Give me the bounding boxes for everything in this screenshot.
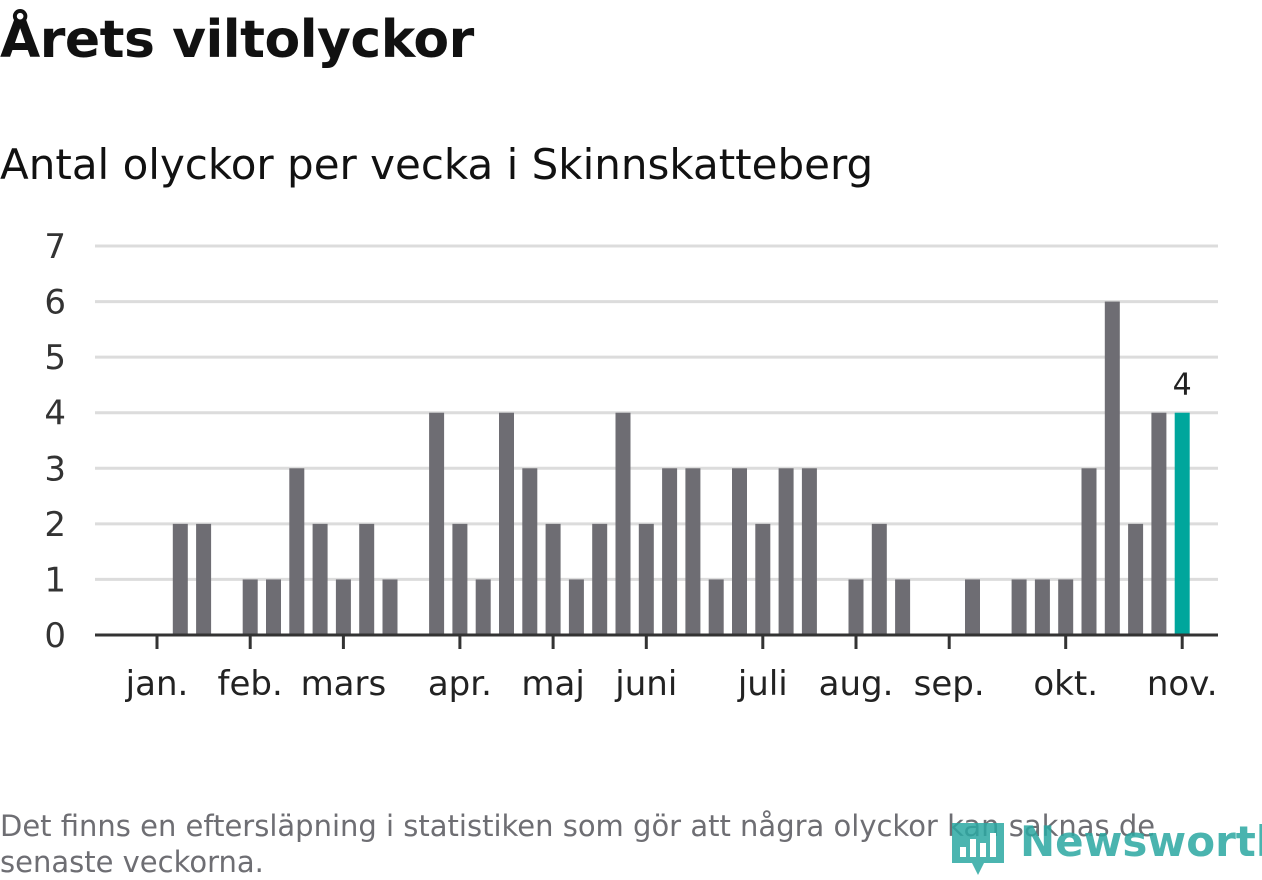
bar-week-7 — [289, 468, 305, 635]
data-labels: 4 — [1173, 368, 1192, 403]
y-tick-label-5: 5 — [44, 338, 66, 378]
bar-week-21 — [615, 412, 631, 635]
bar-week-9 — [335, 579, 351, 635]
chart-title: Årets viltolyckor — [0, 10, 474, 70]
x-month-label: nov. — [1147, 664, 1218, 704]
bar-week-25 — [708, 579, 724, 635]
bar-week-3 — [196, 523, 212, 635]
x-month-label: jan. — [125, 664, 189, 704]
bar-week-36 — [965, 579, 980, 635]
x-month-label: sep. — [914, 664, 985, 704]
bar-chart-pin-icon — [952, 823, 1004, 875]
bar-week-32 — [871, 523, 887, 635]
x-month-label: juli — [737, 664, 788, 704]
bar-week-41 — [1081, 468, 1097, 635]
bar-week-2 — [172, 523, 188, 635]
bar-week-6 — [266, 579, 281, 635]
bar-week-10 — [359, 523, 375, 635]
bar-week-28 — [778, 468, 794, 635]
x-month-label: okt. — [1033, 664, 1098, 704]
bars — [172, 301, 1190, 635]
bar-week-19 — [568, 579, 584, 635]
y-tick-label-4: 4 — [44, 394, 66, 434]
x-month-label: juni — [614, 664, 677, 704]
bar-week-45 — [1174, 412, 1190, 635]
bar-week-17 — [522, 468, 538, 635]
bar-week-5 — [242, 579, 258, 635]
y-tick-label-2: 2 — [44, 505, 66, 545]
bar-chart: 0 1 2 3 4 5 6 7 jan. feb. mars apr. maj juni juli aug.… — [44, 227, 1218, 704]
x-axis — [95, 633, 1218, 649]
newsworthy-logo: Newsworthy — [948, 815, 1262, 879]
bar-week-14 — [452, 523, 468, 635]
bar-week-11 — [382, 579, 398, 635]
bar-week-40 — [1058, 579, 1074, 635]
y-tick-label-6: 6 — [44, 283, 66, 323]
bar-week-22 — [638, 523, 654, 635]
bar-week-24 — [685, 468, 701, 635]
y-axis-ticks: 0 1 2 3 4 5 6 7 — [44, 227, 66, 656]
x-month-label: aug. — [819, 664, 894, 704]
bar-week-44 — [1151, 412, 1167, 635]
bar-week-18 — [545, 523, 561, 635]
gridlines — [95, 244, 1218, 581]
bar-week-26 — [732, 468, 747, 635]
x-month-label: feb. — [218, 664, 283, 704]
chart-subtitle: Antal olyckor per vecka i Skinnskatteber… — [0, 140, 874, 189]
bar-week-8 — [312, 523, 328, 635]
bar-week-13 — [429, 412, 445, 635]
bar-week-38 — [1011, 579, 1027, 635]
bar-week-31 — [848, 579, 864, 635]
bar-week-43 — [1128, 523, 1144, 635]
highlight-data-label: 4 — [1173, 368, 1192, 403]
bar-week-16 — [499, 412, 514, 635]
bar-week-29 — [801, 468, 817, 635]
bar-week-23 — [662, 468, 678, 635]
bar-week-27 — [755, 523, 771, 635]
y-tick-label-7: 7 — [44, 227, 66, 267]
y-tick-label-0: 0 — [44, 616, 66, 656]
x-axis-month-labels: jan. feb. mars apr. maj juni juli aug. sep. okt. n… — [125, 664, 1218, 704]
bar-week-20 — [592, 523, 608, 635]
bar-week-33 — [895, 579, 911, 635]
x-month-label: maj — [521, 664, 584, 704]
x-month-label: apr. — [428, 664, 492, 704]
logo-text: Newsworthy — [1020, 817, 1262, 866]
y-tick-label-3: 3 — [44, 449, 66, 489]
bar-week-39 — [1034, 579, 1050, 635]
bar-week-42 — [1104, 301, 1120, 635]
bar-week-15 — [475, 579, 491, 635]
y-tick-label-1: 1 — [44, 560, 66, 600]
x-month-label: mars — [301, 664, 387, 704]
